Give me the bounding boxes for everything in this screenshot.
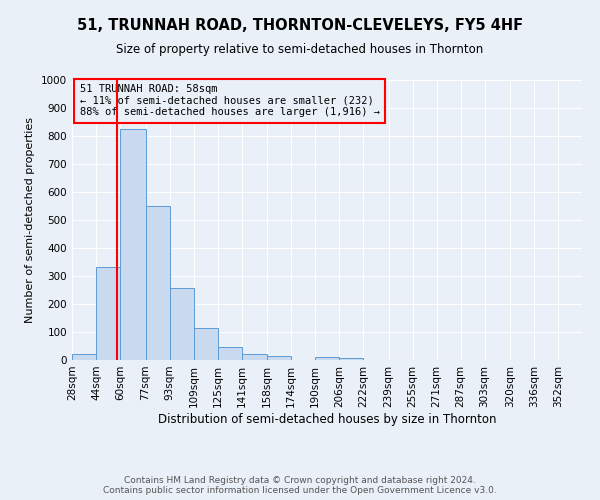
Text: Size of property relative to semi-detached houses in Thornton: Size of property relative to semi-detach…: [116, 42, 484, 56]
Text: Contains HM Land Registry data © Crown copyright and database right 2024.
Contai: Contains HM Land Registry data © Crown c…: [103, 476, 497, 495]
Bar: [193, 328, 218, 360]
Bar: [241, 354, 267, 360]
Bar: [267, 356, 291, 360]
Bar: [72, 354, 96, 360]
Text: 51, TRUNNAH ROAD, THORNTON-CLEVELEYS, FY5 4HF: 51, TRUNNAH ROAD, THORNTON-CLEVELEYS, FY…: [77, 18, 523, 32]
Bar: [170, 288, 193, 360]
Bar: [339, 358, 363, 360]
Bar: [120, 128, 146, 360]
Bar: [218, 348, 241, 360]
X-axis label: Distribution of semi-detached houses by size in Thornton: Distribution of semi-detached houses by …: [158, 412, 496, 426]
Y-axis label: Number of semi-detached properties: Number of semi-detached properties: [25, 117, 35, 323]
Bar: [146, 206, 170, 360]
Bar: [96, 267, 120, 360]
Text: 51 TRUNNAH ROAD: 58sqm
← 11% of semi-detached houses are smaller (232)
88% of se: 51 TRUNNAH ROAD: 58sqm ← 11% of semi-det…: [80, 84, 380, 117]
Bar: [315, 356, 339, 360]
